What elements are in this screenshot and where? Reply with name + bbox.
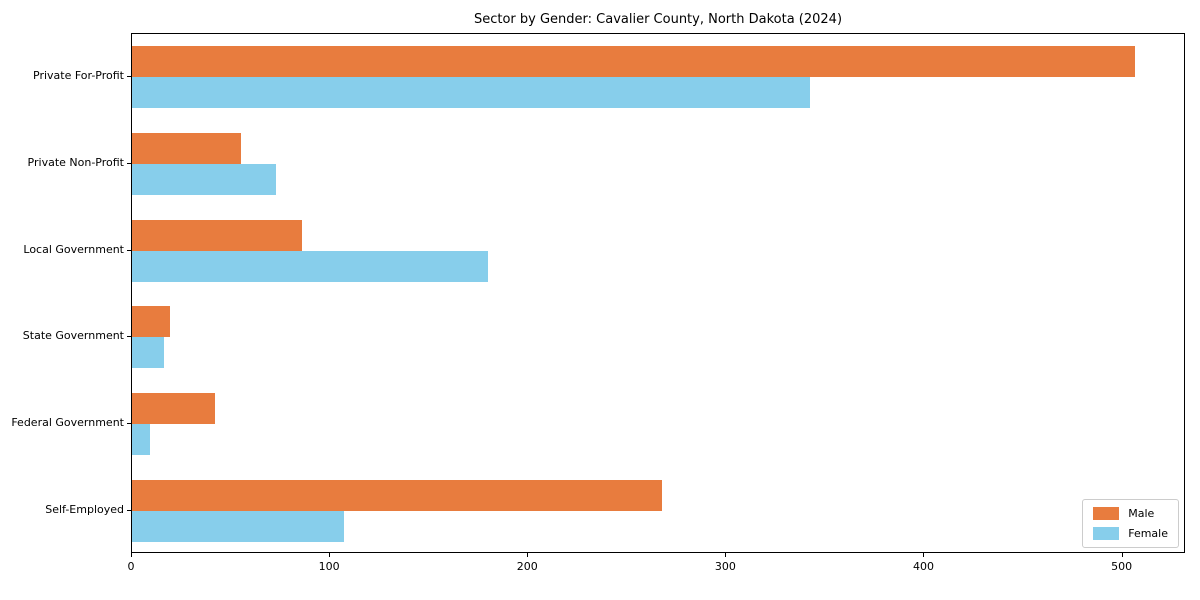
bar-female-5 xyxy=(132,510,344,542)
y-tick-mark xyxy=(127,249,131,251)
legend-label-male: Male xyxy=(1128,507,1155,520)
y-tick-mark xyxy=(127,509,131,511)
y-tick-mark xyxy=(127,163,131,164)
legend-label-female: Female xyxy=(1128,527,1168,540)
x-tick-label: 500 xyxy=(1111,560,1133,573)
bar-female-3 xyxy=(132,337,164,369)
y-tick-label: Federal Government xyxy=(11,416,124,429)
y-tick-label: Self-Employed xyxy=(45,502,124,516)
x-axis: 0 100 200 300 400 500 xyxy=(0,553,1200,593)
x-tick-label: 0 xyxy=(127,560,135,573)
legend-swatch-female xyxy=(1093,527,1120,540)
y-tick-label: Private For-Profit xyxy=(33,69,124,83)
x-tick-label: 400 xyxy=(912,560,934,573)
x-tick-mark xyxy=(329,553,331,557)
bar-male-2 xyxy=(132,219,303,251)
legend-item-female: Female xyxy=(1093,527,1168,540)
y-axis-labels: Private For-Profit Private Non-Profit Loca… xyxy=(0,33,124,553)
bar-female-0 xyxy=(132,77,811,109)
bar-female-2 xyxy=(132,250,488,282)
bar-female-1 xyxy=(132,164,277,195)
y-tick-label: Local Government xyxy=(23,242,124,256)
x-tick-label: 300 xyxy=(714,560,736,573)
chart-title: Sector by Gender: Cavalier County, North… xyxy=(473,12,843,27)
bar-male-0 xyxy=(132,46,1135,78)
x-tick-mark xyxy=(1121,553,1123,557)
bar-male-5 xyxy=(132,479,662,511)
bar-male-3 xyxy=(132,306,170,338)
bar-male-1 xyxy=(132,133,241,164)
x-tick-label: 100 xyxy=(318,560,340,573)
bar-female-4 xyxy=(132,424,150,455)
legend-swatch-male xyxy=(1093,507,1120,520)
y-tick-label: Private Non-Profit xyxy=(27,156,124,169)
x-tick-mark xyxy=(923,553,925,557)
x-tick-mark xyxy=(131,553,132,557)
x-tick-label: 200 xyxy=(516,560,538,573)
plot-area: Male Female xyxy=(131,33,1185,553)
y-tick-mark xyxy=(127,336,131,338)
legend: Male Female xyxy=(1082,499,1179,548)
x-tick-mark xyxy=(725,553,727,557)
bar-male-4 xyxy=(132,393,216,424)
legend-item-male: Male xyxy=(1093,507,1168,520)
y-tick-mark xyxy=(127,423,131,424)
x-tick-mark xyxy=(527,553,529,557)
y-tick-label: State Government xyxy=(22,329,124,343)
y-tick-mark xyxy=(127,76,131,78)
